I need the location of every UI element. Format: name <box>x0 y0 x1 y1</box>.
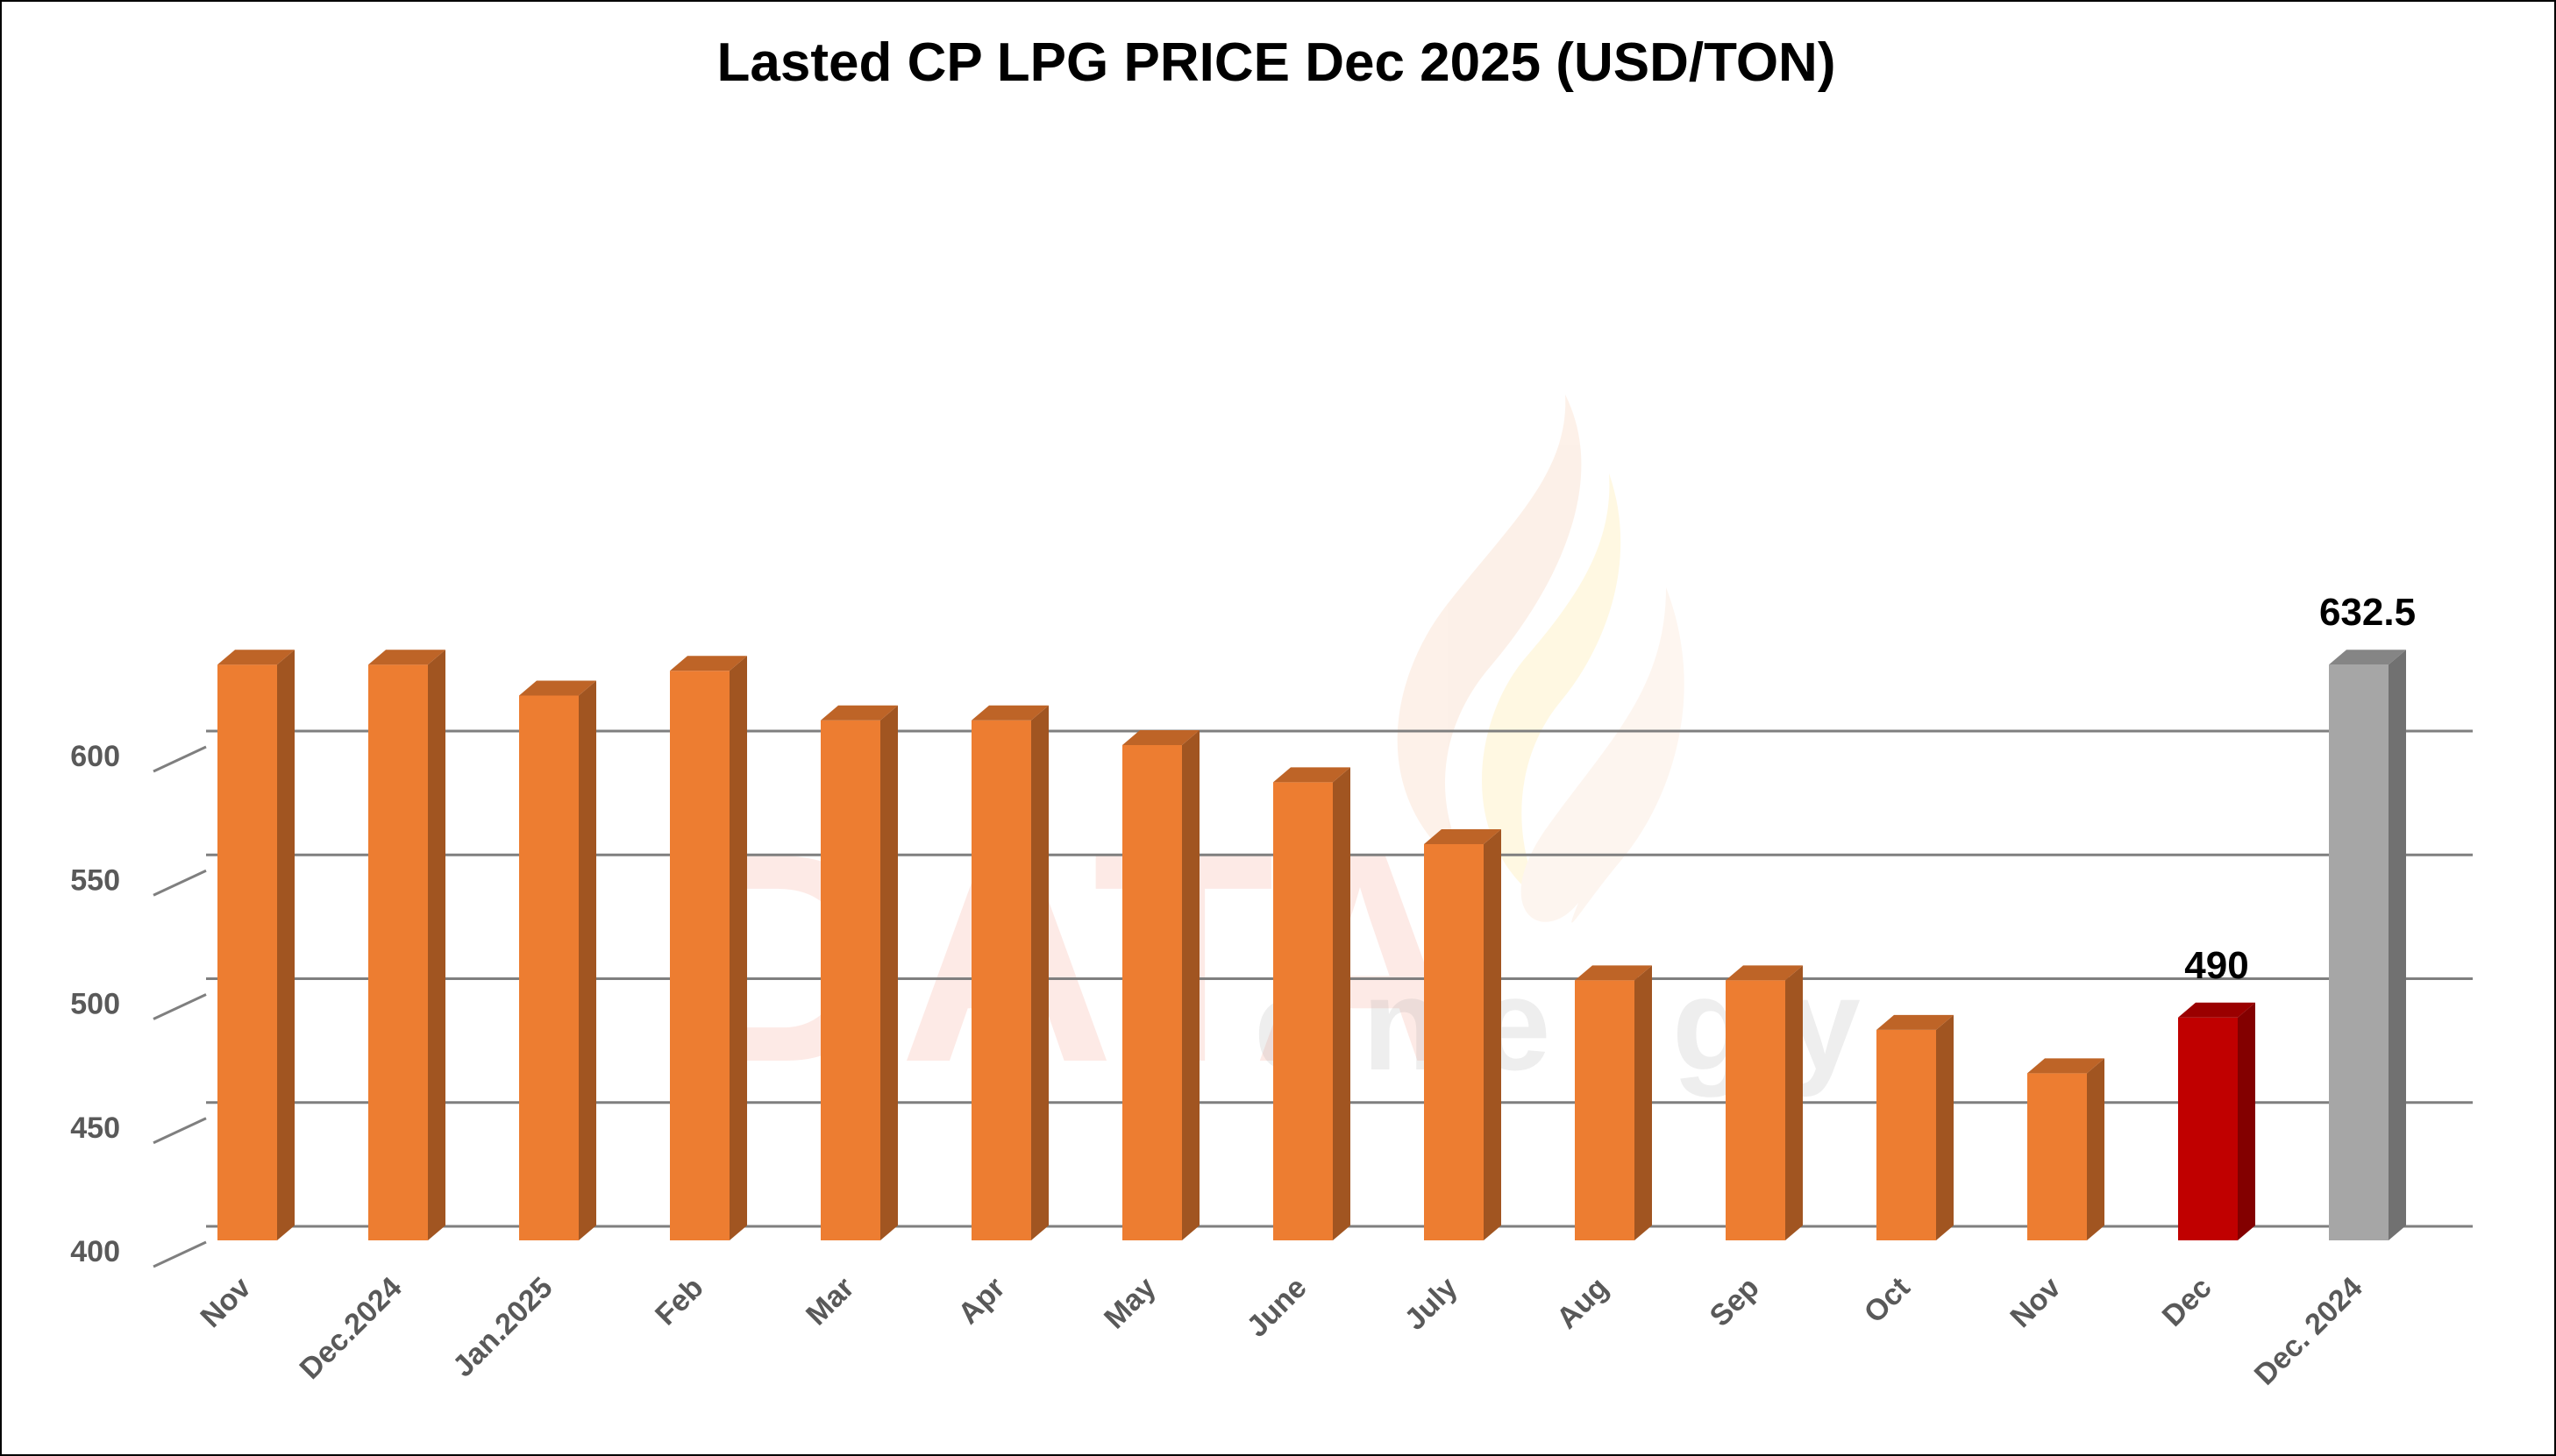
bar <box>519 680 596 1240</box>
bar-side <box>1333 767 1350 1240</box>
bar-front <box>368 664 428 1240</box>
chart-title: Lasted CP LPG PRICE Dec 2025 (USD/TON) <box>716 32 1836 93</box>
bar <box>821 705 898 1240</box>
x-tick-label: Apr <box>951 1271 1011 1331</box>
bar-front <box>2027 1073 2087 1240</box>
gridline-diagonal <box>153 1240 207 1268</box>
y-tick-label: 400 <box>70 1235 120 1268</box>
bar <box>1273 767 1350 1240</box>
bar-side <box>1031 705 1049 1240</box>
bar-top <box>821 705 898 721</box>
bar <box>1726 965 1803 1240</box>
bar-front <box>821 720 880 1240</box>
y-tick-label: 550 <box>70 863 120 897</box>
bar-side <box>1182 730 1200 1240</box>
bar <box>2178 1002 2255 1240</box>
gridline-diagonal <box>153 869 207 897</box>
bar-top <box>2027 1058 2104 1074</box>
bar <box>1424 829 1501 1240</box>
bar-front <box>2329 664 2389 1240</box>
bar-side <box>1634 965 1652 1240</box>
x-tick-label: Mar <box>800 1271 861 1332</box>
bar <box>217 650 295 1240</box>
x-tick-label: Jan.2025 <box>446 1271 559 1383</box>
x-tick-label: Feb <box>649 1271 710 1332</box>
x-tick-label: Oct <box>1858 1271 1917 1330</box>
bar-side <box>1484 829 1501 1240</box>
bar-side <box>1785 965 1803 1240</box>
bar <box>670 656 747 1240</box>
bar-front <box>1122 745 1182 1240</box>
bar-front <box>217 664 277 1240</box>
bar-side <box>2238 1002 2255 1240</box>
bars <box>217 650 2406 1240</box>
bar-front <box>519 695 579 1240</box>
x-tick-label: Nov <box>2004 1271 2067 1334</box>
bar-side <box>2389 650 2406 1240</box>
x-tick-label: June <box>1241 1271 1314 1344</box>
bar-top <box>2178 1002 2255 1018</box>
data-label: 490 <box>2184 944 2248 987</box>
x-tick-label: Nov <box>194 1271 257 1334</box>
bar-side <box>880 705 898 1240</box>
bar-top <box>368 650 445 665</box>
bar-front <box>1575 980 1634 1240</box>
bar-front <box>1424 844 1484 1240</box>
bar-top <box>2329 650 2406 665</box>
bar-top <box>670 656 747 671</box>
bar <box>368 650 445 1240</box>
gridline-diagonal <box>153 745 207 773</box>
bar-top <box>972 705 1049 721</box>
gridline-diagonal <box>153 1117 207 1145</box>
bar-front <box>670 671 730 1240</box>
bar-side <box>579 680 596 1240</box>
y-axis-ticks: 400 450 500 550 600 <box>70 740 120 1268</box>
x-tick-label: Dec <box>2156 1271 2218 1333</box>
bar-front <box>1876 1029 1936 1240</box>
bar <box>1122 730 1200 1240</box>
bar-front <box>1273 782 1333 1240</box>
y-tick-label: 500 <box>70 988 120 1021</box>
y-tick-label: 450 <box>70 1112 120 1145</box>
x-axis-ticks: Nov Dec.2024 Jan.2025 Feb Mar Apr May June July A… <box>194 1271 2368 1392</box>
bar <box>972 705 1049 1240</box>
x-tick-label: Dec.2024 <box>294 1271 409 1386</box>
bar-side <box>428 650 445 1240</box>
x-tick-label: Dec. 2024 <box>2248 1271 2369 1392</box>
bar-top <box>1273 767 1350 783</box>
data-labels: 490 632.5 <box>2184 591 2416 987</box>
bar-front <box>972 720 1031 1240</box>
bar-top <box>1122 730 1200 745</box>
bar-side <box>1936 1014 1954 1240</box>
bar-front <box>2178 1017 2238 1240</box>
bar-top <box>1726 965 1803 981</box>
bar <box>2329 650 2406 1240</box>
bar <box>2027 1058 2104 1240</box>
bar-top <box>519 680 596 696</box>
bar-side <box>277 650 295 1240</box>
bar <box>1575 965 1652 1240</box>
bar-side <box>2087 1058 2104 1240</box>
bar <box>1876 1014 1954 1240</box>
flame-logo-watermark <box>1397 394 1684 923</box>
x-tick-label: Sep <box>1704 1271 1766 1333</box>
bar-top <box>217 650 295 665</box>
bar-top <box>1876 1014 1954 1030</box>
gridline-diagonal <box>153 993 207 1020</box>
bar-top <box>1424 829 1501 844</box>
bar-front <box>1726 980 1785 1240</box>
bar-side <box>730 656 747 1240</box>
x-tick-label: July <box>1399 1271 1464 1337</box>
x-tick-label: May <box>1098 1271 1163 1336</box>
y-tick-label: 600 <box>70 740 120 773</box>
data-label: 632.5 <box>2319 591 2416 634</box>
x-tick-label: Aug <box>1550 1271 1615 1336</box>
bar-top <box>1575 965 1652 981</box>
